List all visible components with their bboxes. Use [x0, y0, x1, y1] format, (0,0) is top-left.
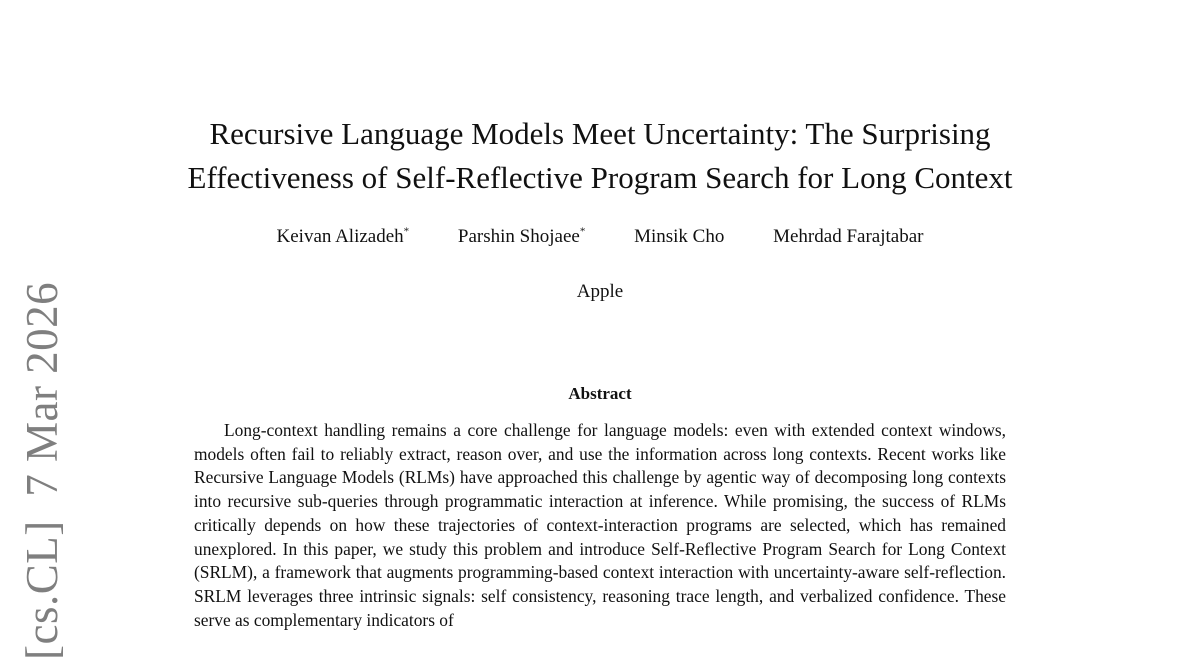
equal-contribution-mark: * — [403, 226, 410, 238]
affiliation: Apple — [576, 281, 624, 302]
author-name: Minsik Cho — [634, 226, 725, 248]
abstract-text: Long-context handling remains a core cha… — [194, 420, 1006, 630]
author: Minsik Cho — [634, 226, 724, 247]
arxiv-stamp: [cs.CL] 7 Mar 2026 — [17, 281, 67, 660]
paper-title: Recursive Language Models Meet Uncertain… — [0, 112, 1200, 200]
author-name: Parshin Shojaee — [457, 226, 580, 248]
author-name: Keivan Alizadeh — [276, 226, 404, 248]
author-list: Keivan Alizadeh* Parshin Shojaee* Minsik… — [0, 226, 1200, 248]
author: Parshin Shojaee* — [458, 226, 585, 247]
author-name: Mehrdad Farajtabar — [773, 226, 924, 248]
author: Mehrdad Farajtabar — [773, 226, 923, 247]
author: Keivan Alizadeh* — [277, 226, 410, 247]
title-line-2: Effectiveness of Self-Reflective Program… — [187, 160, 1013, 195]
equal-contribution-mark: * — [579, 226, 586, 238]
abstract-heading: Abstract — [568, 384, 632, 403]
title-line-1: Recursive Language Models Meet Uncertain… — [209, 116, 991, 151]
